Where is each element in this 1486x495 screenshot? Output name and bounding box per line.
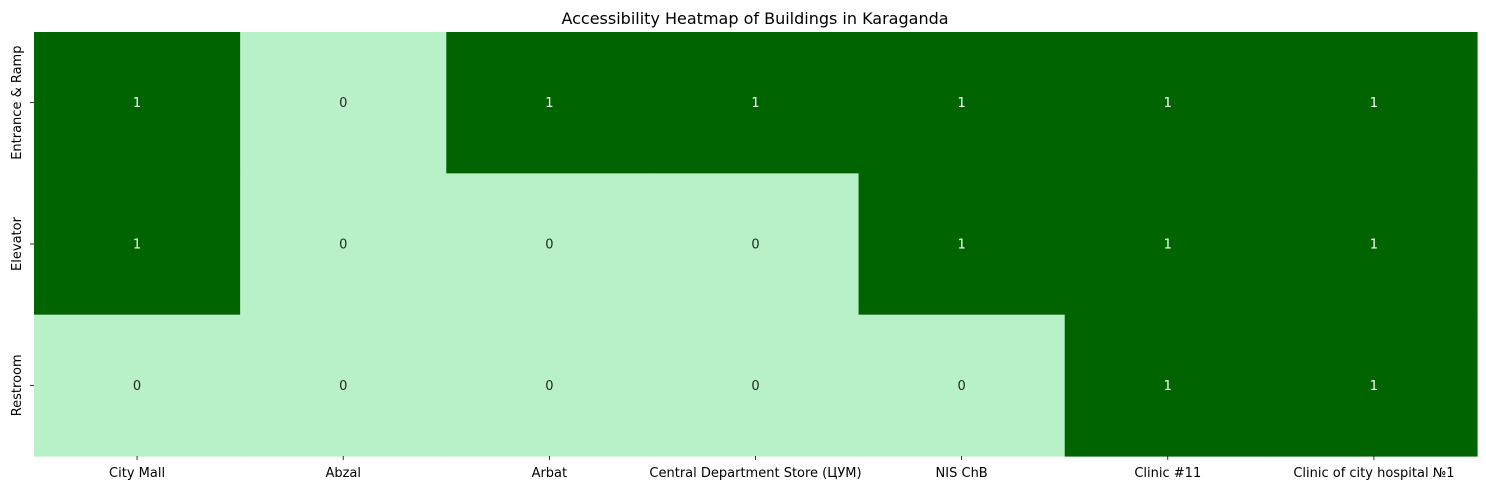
- heatmap-cell: [858, 314, 1066, 457]
- heatmap-cell: [652, 314, 860, 457]
- heatmap-cell: [34, 32, 241, 174]
- heatmap-cell: [858, 32, 1066, 174]
- y-tick-label: Restroom: [10, 354, 25, 416]
- cell-value-label: 0: [545, 379, 553, 394]
- heatmap-cell: [446, 173, 654, 316]
- heatmap-cell: [1064, 314, 1272, 457]
- cell-value-label: 1: [1164, 379, 1172, 394]
- y-axis: Entrance & Ramp Elevator Restroom: [10, 46, 34, 416]
- x-axis: City Mall Abzal Arbat Central Department St…: [109, 456, 1455, 481]
- heatmap-cell: [446, 32, 654, 174]
- cell-value-label: 1: [751, 96, 759, 111]
- heatmap-cell: [34, 314, 241, 457]
- cell-value-label: 1: [958, 96, 966, 111]
- cell-value-label: 1: [1370, 379, 1378, 394]
- x-tick-label: Clinic of city hospital №1: [1293, 466, 1454, 481]
- cell-value-label: 1: [1370, 96, 1378, 111]
- heatmap-cell: [1270, 32, 1478, 174]
- cell-value-label: 1: [958, 238, 966, 253]
- y-tick-label: Elevator: [10, 216, 25, 271]
- x-tick-label: Clinic #11: [1134, 466, 1201, 481]
- cell-value-label: 1: [1164, 96, 1172, 111]
- heatmap-cell: [1270, 314, 1478, 457]
- cell-value-label: 0: [545, 238, 553, 253]
- heatmap-cells: [34, 32, 1478, 457]
- cell-value-label: 1: [545, 96, 553, 111]
- x-tick-label: Abzal: [325, 466, 361, 481]
- y-tick-label: Entrance & Ramp: [10, 46, 25, 160]
- cell-value-label: 0: [751, 379, 759, 394]
- cell-value-label: 0: [339, 238, 347, 253]
- heatmap-cell: [1270, 173, 1478, 316]
- cell-value-label: 0: [133, 379, 141, 394]
- heatmap-cell-labels: 1 0 1 1 1 1 1 1 0 0 0 1 1 1 0 0 0 0 0 1 1: [133, 96, 1378, 394]
- heatmap-cell: [240, 32, 447, 174]
- x-tick-label: NIS ChB: [936, 466, 988, 481]
- cell-value-label: 1: [133, 96, 141, 111]
- cell-value-label: 0: [958, 379, 966, 394]
- x-tick-label: City Mall: [109, 466, 165, 481]
- cell-value-label: 1: [1164, 238, 1172, 253]
- heatmap-cell: [34, 173, 241, 316]
- cell-value-label: 0: [339, 96, 347, 111]
- heatmap-cell: [652, 173, 860, 316]
- cell-value-label: 0: [751, 238, 759, 253]
- heatmap-cell: [858, 173, 1066, 316]
- heatmap-cell: [1064, 32, 1272, 174]
- x-tick-label: Central Department Store (ЦУМ): [649, 466, 861, 481]
- heatmap-cell: [1064, 173, 1272, 316]
- chart-title: Accessibility Heatmap of Buildings in Ka…: [561, 9, 948, 28]
- cell-value-label: 0: [339, 379, 347, 394]
- heatmap-cell: [652, 32, 860, 174]
- heatmap-cell: [446, 314, 654, 457]
- cell-value-label: 1: [133, 238, 141, 253]
- x-tick-label: Arbat: [532, 466, 568, 481]
- cell-value-label: 1: [1370, 238, 1378, 253]
- heatmap-cell: [240, 173, 447, 316]
- heatmap-cell: [240, 314, 447, 457]
